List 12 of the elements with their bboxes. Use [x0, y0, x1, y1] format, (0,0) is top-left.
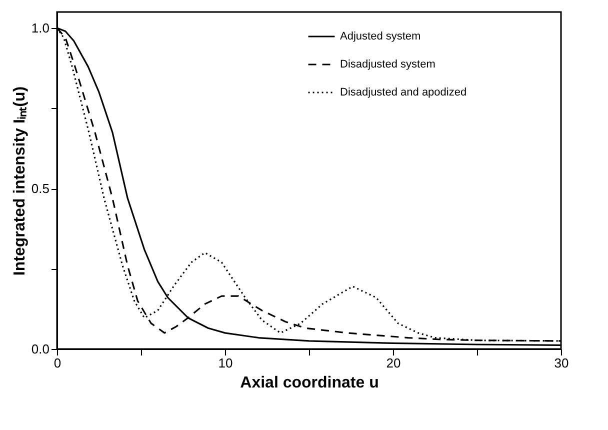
x-axis-title: Axial coordinate u	[240, 374, 379, 392]
y-tick-label: 0.5	[31, 181, 50, 196]
y-tick-label: 0.0	[31, 342, 50, 356]
y-axis-title: Integrated intensity Iᵢₙₜ(u)	[11, 86, 28, 276]
legend-label: Disadjusted system	[340, 58, 436, 70]
legend-label: Disadjusted and apodized	[340, 86, 467, 98]
x-tick-label: 10	[218, 356, 233, 370]
x-tick-label: 30	[554, 356, 569, 370]
y-tick-label: 1.0	[31, 20, 50, 36]
x-tick-label: 0	[54, 356, 62, 370]
x-tick-label: 20	[386, 356, 401, 370]
legend-label: Adjusted system	[340, 30, 421, 42]
